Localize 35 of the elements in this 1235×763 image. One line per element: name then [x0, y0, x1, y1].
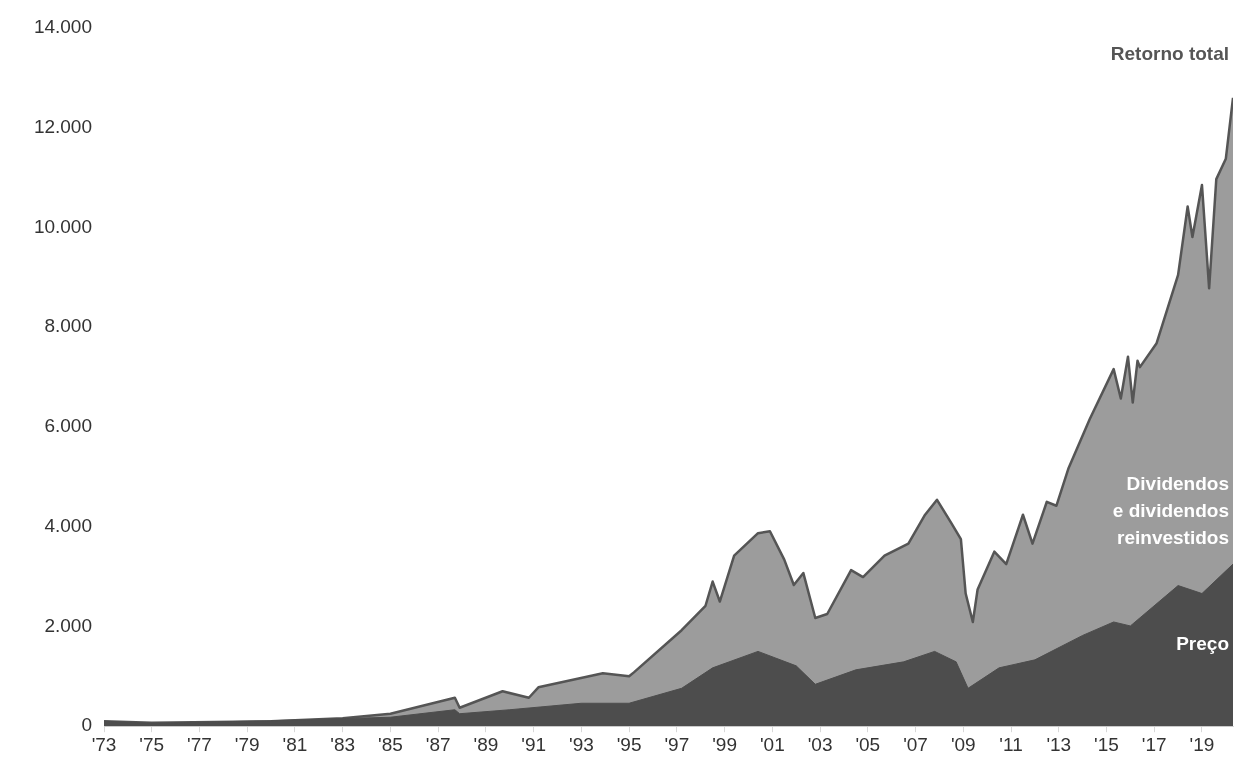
y-tick-label: 10.000	[33, 215, 92, 237]
x-tick-label: '07	[903, 733, 928, 755]
series-label: Preço	[1176, 633, 1229, 655]
x-tick-label: '19	[1189, 733, 1215, 755]
x-tick-label: '03	[807, 733, 833, 755]
y-tick-label: 0	[81, 714, 92, 736]
x-tick-label: '99	[712, 733, 737, 755]
x-tick-label: '77	[187, 733, 212, 755]
x-tick-label: '85	[378, 733, 403, 755]
x-tick-label: '83	[330, 733, 356, 755]
x-tick-label: '09	[950, 733, 976, 755]
x-tick-label: '15	[1094, 733, 1119, 755]
y-tick-label: 4.000	[44, 514, 92, 536]
x-tick-label: '05	[855, 733, 881, 755]
x-tick-label: '01	[759, 733, 785, 755]
x-tick-label: '95	[616, 733, 642, 755]
x-tick-label: '87	[425, 733, 451, 755]
x-tick-label: '97	[664, 733, 690, 755]
y-tick-label: 14.000	[33, 16, 92, 38]
x-tick-label: '11	[999, 733, 1023, 755]
x-tick-label: '73	[91, 733, 117, 755]
x-tick-label: '89	[473, 733, 499, 755]
series-label: Retorno total	[1110, 42, 1229, 64]
x-tick-label: '91	[521, 733, 547, 755]
x-tick-label: '13	[1046, 733, 1072, 755]
y-tick-label: 12.000	[33, 115, 92, 137]
x-tick-label: '17	[1141, 733, 1167, 755]
x-tick-label: '93	[569, 733, 594, 755]
y-tick-label: 8.000	[44, 315, 92, 337]
x-tick-label: '81	[282, 733, 308, 755]
y-tick-label: 2.000	[44, 614, 92, 636]
x-tick-label: '79	[234, 733, 260, 755]
y-tick-label: 6.000	[44, 415, 92, 437]
x-tick-label: '75	[139, 733, 165, 755]
annotation: Dividendos e dividendos reinvestidos	[1112, 472, 1229, 548]
